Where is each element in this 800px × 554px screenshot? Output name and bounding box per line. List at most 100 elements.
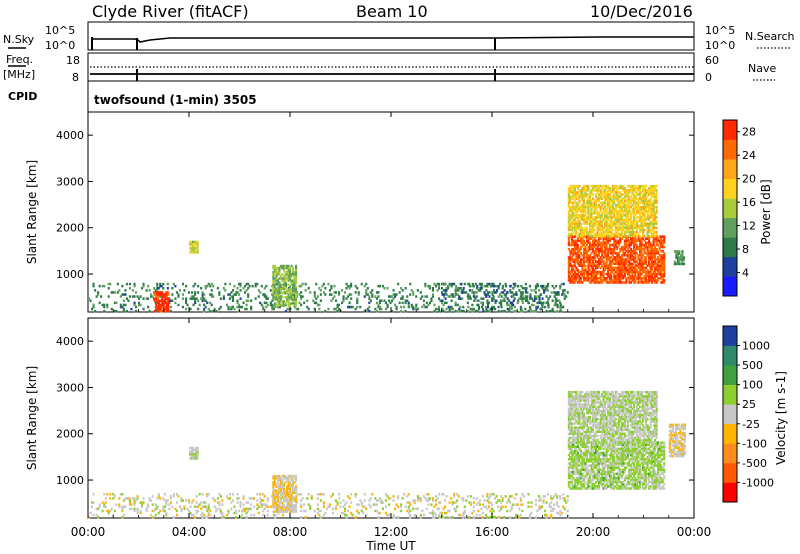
data-cell [516,513,519,517]
data-cell [293,273,296,276]
data-cell [443,293,446,296]
data-cell [610,275,613,278]
data-cell [579,222,582,225]
data-cell [579,485,582,488]
data-cell [290,474,293,478]
data-cell [639,258,642,261]
data-cell [585,443,588,446]
data-cell [604,201,607,205]
data-cell [156,309,159,313]
data-cell [613,266,616,270]
data-cell [625,191,628,194]
data-cell [112,291,115,294]
data-cell [438,287,441,290]
data-cell [632,252,635,255]
data-cell [584,191,587,194]
data-cell [180,509,183,513]
data-cell [676,250,679,253]
data-cell [573,199,576,202]
data-cell [628,258,631,261]
data-cell [640,228,643,232]
data-cell [407,301,410,305]
data-cell [652,201,655,205]
data-cell [587,245,590,249]
data-cell [616,262,619,265]
data-cell [509,289,512,292]
data-cell [643,207,646,211]
data-cell [238,497,241,500]
data-cell [554,299,557,302]
data-cell [516,503,519,506]
data-cell [635,203,638,207]
data-cell [196,249,199,252]
data-cell [654,222,657,225]
data-cell [456,293,459,296]
data-cell [660,237,663,240]
data-cell [530,501,533,504]
data-cell [570,216,573,219]
data-cell [284,497,287,501]
data-cell [579,189,582,192]
data-cell [295,506,298,509]
data-cell [578,449,581,453]
data-cell [279,493,282,497]
data-cell [530,511,533,515]
data-cell [631,224,634,227]
data-cell [582,234,585,238]
data-cell [651,247,654,251]
data-cell [592,226,595,230]
data-cell [587,279,590,282]
data-cell [587,199,590,202]
data-cell [589,214,592,217]
data-cell [607,224,610,227]
data-cell [614,207,617,211]
data-cell [587,239,590,242]
data-cell [589,254,592,257]
data-cell [272,291,275,295]
data-cell [567,462,570,465]
data-cell [195,501,198,504]
data-cell [491,503,494,506]
data-cell [646,237,649,240]
data-cell [273,289,276,293]
data-cell [569,222,572,225]
data-cell [493,289,496,292]
data-cell [276,287,279,291]
data-cell [622,205,625,209]
data-cell [300,503,303,506]
data-cell [599,256,602,259]
data-cell [623,245,626,249]
data-cell [500,495,503,498]
data-cell [608,209,611,213]
data-cell [632,272,635,276]
data-cell [623,199,626,202]
data-cell [608,247,611,251]
data-cell [585,243,588,247]
data-cell [648,187,651,190]
data-cell [191,291,194,294]
data-cell [614,279,617,282]
data-cell [654,205,657,209]
data-cell [589,203,592,207]
data-cell [303,509,306,513]
data-cell [510,495,513,498]
data-cell [632,245,635,249]
data-cell [592,476,595,480]
data-cell [534,284,537,288]
data-cell [587,214,590,217]
data-cell [605,226,608,230]
data-cell [275,508,278,511]
data-cell [578,207,581,211]
data-cell [292,487,295,490]
data-cell [250,513,253,517]
data-cell [604,250,607,253]
data-cell [599,281,602,284]
nsearch-tick-bottom: 10^0 [705,39,735,52]
data-cell [623,272,626,276]
data-cell [651,228,654,232]
data-cell [626,230,629,234]
data-cell [576,184,579,188]
data-cell [640,222,643,225]
data-cell [585,187,588,190]
data-cell [579,247,582,251]
